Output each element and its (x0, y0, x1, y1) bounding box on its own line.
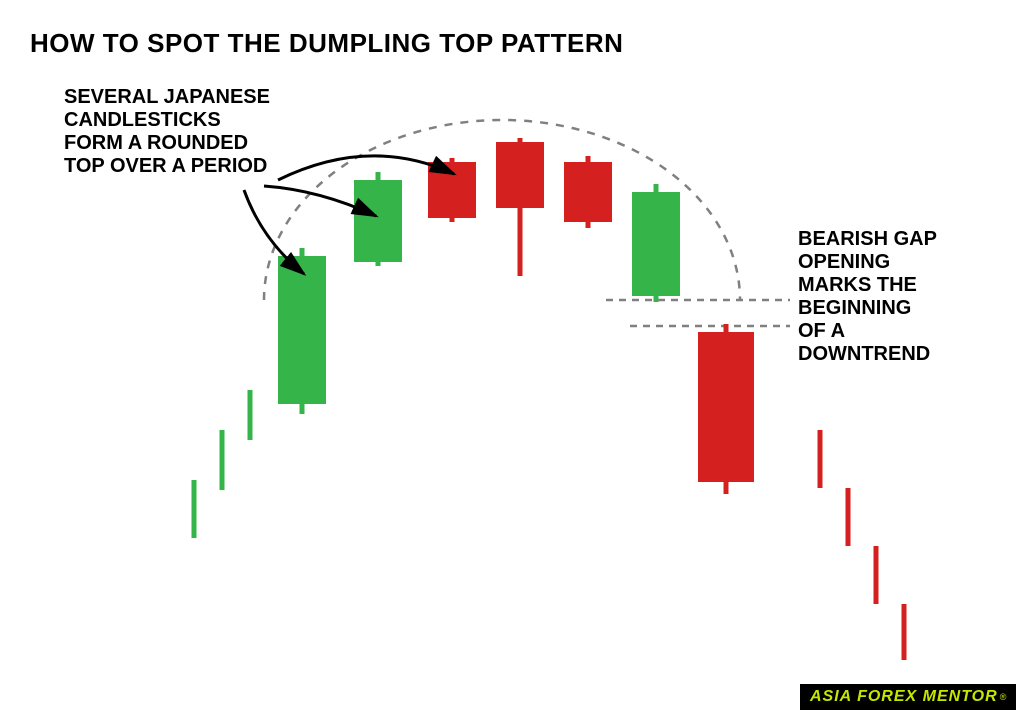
candlestick-chart (0, 0, 1024, 724)
candle-body-9 (698, 332, 754, 482)
candle-body-7 (564, 162, 612, 222)
candle-body-4 (354, 180, 402, 262)
candle-body-8 (632, 192, 680, 296)
annotation-arrow-0 (278, 156, 454, 180)
candle-body-6 (496, 142, 544, 208)
registered-mark-icon: ® (1000, 692, 1007, 702)
brand-logo: ASIA FOREX MENTOR® (800, 684, 1016, 710)
candle-body-3 (278, 256, 326, 404)
brand-logo-text: ASIA FOREX MENTOR (810, 688, 998, 706)
candle-body-5 (428, 162, 476, 218)
diagram-canvas: HOW TO SPOT THE DUMPLING TOP PATTERN SEV… (0, 0, 1024, 724)
